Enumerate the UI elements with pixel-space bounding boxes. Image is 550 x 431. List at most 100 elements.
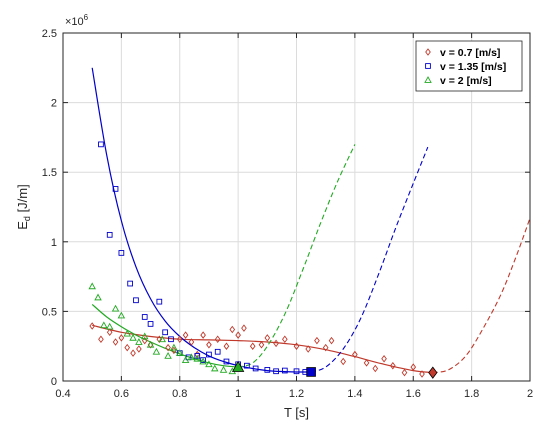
x-tick-label: 1.4 [347,388,362,400]
data-point-2 [147,321,154,327]
data-point-1 [124,343,131,352]
data-point-1 [130,349,136,357]
legend-marker-2 [425,63,431,69]
data-point-2 [244,362,250,369]
data-point-1 [165,343,171,352]
x-tick-label: 1.8 [464,388,479,400]
data-point-2 [162,329,169,336]
optimum-marker-2 [306,367,316,377]
data-point-3 [105,322,114,330]
data-point-1 [235,331,241,339]
data-point-3 [158,335,167,343]
y-axis-label-subscript: d [22,216,32,221]
data-point-1 [314,336,320,345]
legend-label-2: v = 1.35 [m/s] [440,61,506,73]
data-point-3 [88,282,96,290]
data-point-1 [141,336,148,345]
y-tick-label: 1 [51,237,57,249]
data-point-3 [181,356,190,363]
data-point-1 [223,342,230,350]
data-point-1 [200,331,206,339]
x-tick-label: 2 [527,388,533,400]
data-point-3 [187,353,196,361]
data-point-2 [98,141,104,148]
x-tick-label: 1 [235,388,241,400]
data-point-3 [94,293,102,301]
data-point-1 [419,370,425,378]
y-tick-label: 2 [51,98,57,110]
data-point-2 [127,280,133,287]
legend-marker-3 [424,76,432,83]
data-point-2 [194,353,201,359]
data-point-1 [98,335,104,343]
legend: v = 0.7 [m/s] v = 1.35 [m/s] v = 2 [m/s] [415,40,523,92]
data-point-1 [188,338,195,346]
data-point-3 [199,357,207,365]
data-point-1 [390,361,396,370]
data-point-1 [241,324,247,332]
data-point-1 [176,335,183,343]
data-point-3 [170,343,178,351]
extrapolation-curve-1 [432,217,531,374]
y-axis-multiplier-exponent: 6 [84,13,89,22]
data-point-2 [118,250,125,256]
x-tick-label: 0.6 [114,388,129,400]
data-point-1 [322,343,329,352]
optimum-marker-1 [428,366,438,379]
data-point-2 [141,314,148,320]
data-point-1 [363,359,370,367]
data-point-2 [168,336,174,343]
axis-ticks: 0.4 0.6 0.8 1 1.2 1.4 1.6 1.8 2 0 0.5 1 1.5 2 2.5 [42,28,533,400]
data-point-2 [112,186,119,192]
extrapolation-curve-2 [310,146,429,373]
data-point-1 [89,322,95,330]
data-point-2 [264,367,271,373]
data-point-3 [219,365,228,373]
data-point-1 [264,334,271,342]
data-point-1 [352,350,358,359]
data-point-2 [223,358,230,365]
data-point-3 [164,352,172,359]
y-axis-multiplier-base: ×10 [65,16,84,28]
data-point-1 [273,339,279,348]
data-point-2 [206,351,212,358]
data-point-2 [106,231,113,238]
data-point-1 [182,331,189,339]
data-point-1 [401,368,408,377]
optimum-markers [231,360,438,379]
data-point-3 [117,311,126,319]
data-point-3 [146,340,155,348]
x-tick-label: 1.2 [289,388,304,400]
data-point-1 [258,341,265,349]
data-point-1 [214,335,221,343]
data-point-3 [129,333,137,341]
y-axis-label: Ed [J/m] [15,184,32,229]
data-point-1 [106,328,113,337]
data-point-2 [133,297,139,304]
data-point-1 [305,345,311,353]
data-points [88,141,425,378]
data-point-1 [112,338,119,346]
x-tick-label: 1.6 [406,388,421,400]
data-point-3 [100,321,108,329]
data-point-1 [229,325,236,334]
data-point-3 [135,338,143,345]
legend-box [415,40,523,92]
x-tick-label: 0.4 [55,388,70,400]
data-point-3 [140,332,149,340]
x-tick-label: 0.8 [172,388,187,400]
data-point-3 [111,304,120,312]
data-point-1 [293,342,300,350]
data-point-3 [193,354,202,362]
y-axis-label-main: E [15,221,30,230]
data-point-1 [136,345,142,353]
data-point-3 [211,364,219,372]
data-point-3 [123,329,131,337]
legend-label-3: v = 2 [m/s] [440,75,492,87]
data-point-2 [293,368,300,375]
data-point-1 [206,341,212,349]
data-point-2 [156,298,163,305]
y-tick-label: 2.5 [42,28,57,40]
data-point-1 [171,346,177,355]
